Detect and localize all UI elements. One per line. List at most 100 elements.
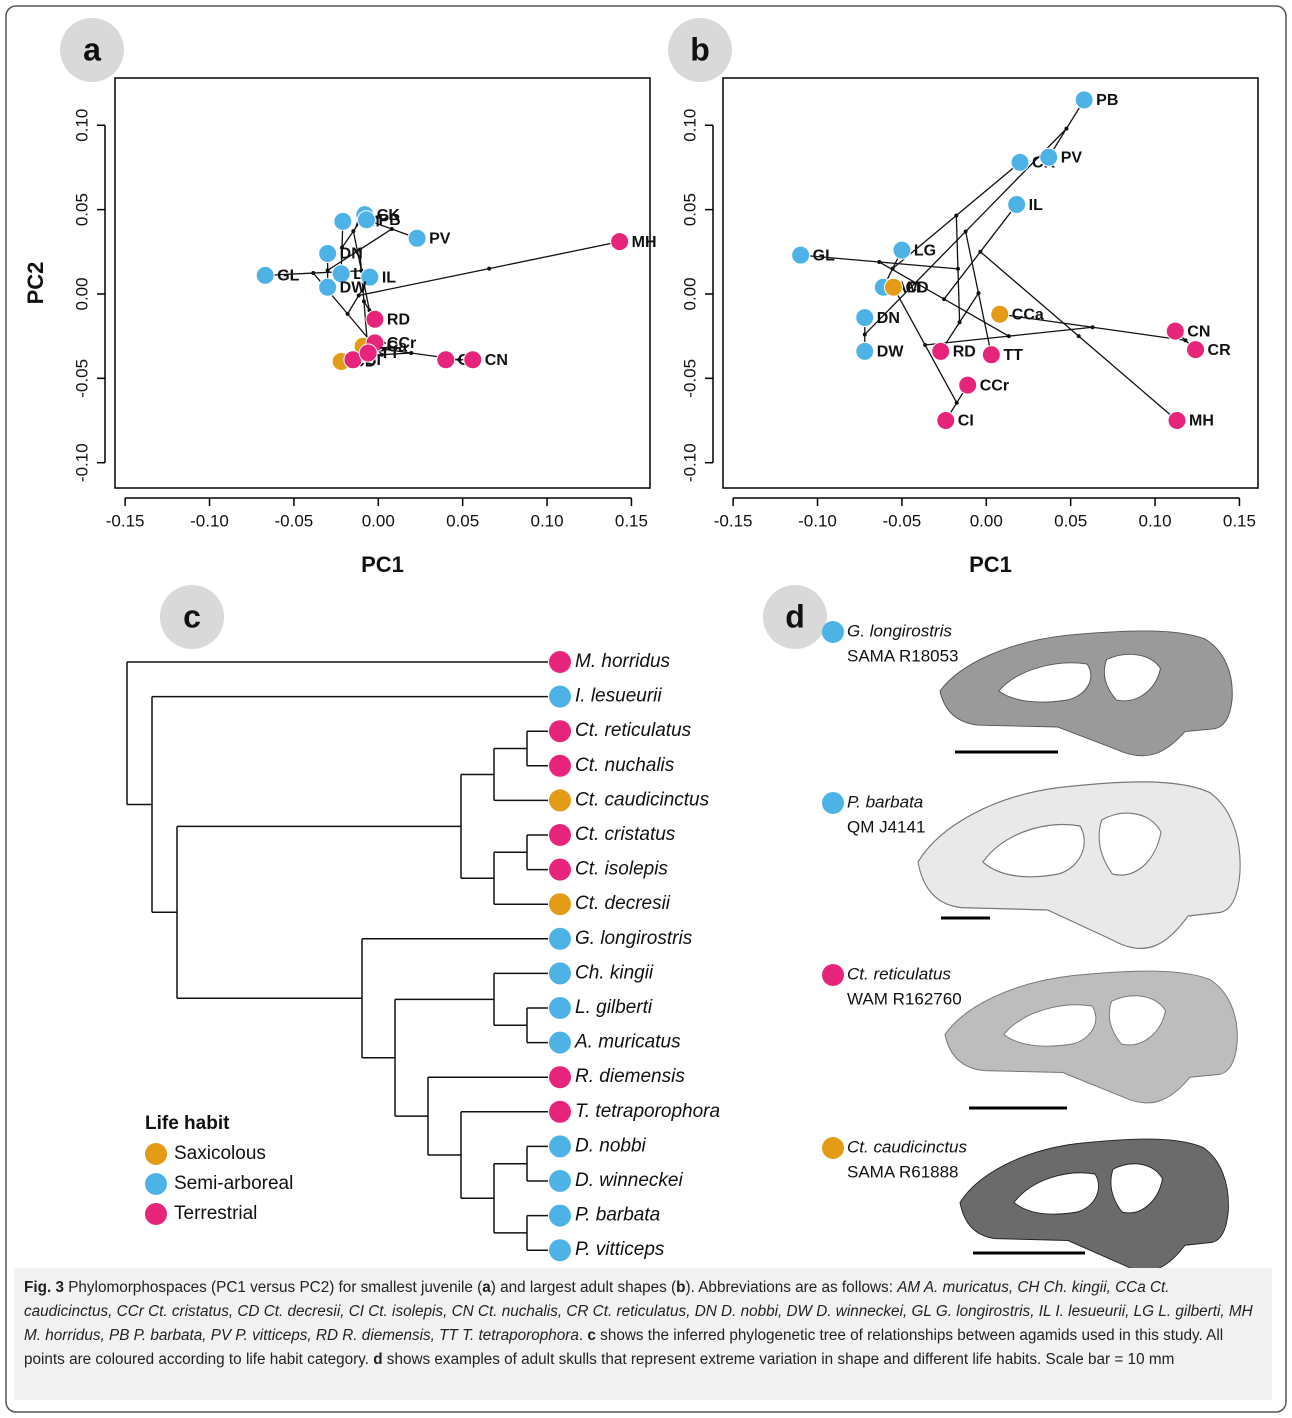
caption: Fig. 3 Phylomorphospaces (PC1 versus PC2… — [14, 1268, 1272, 1400]
tip-marker — [549, 720, 571, 743]
point-label: PV — [1061, 150, 1083, 167]
tip-marker — [549, 927, 571, 950]
point-label: DW — [340, 279, 368, 296]
legend-label: Semi-arboreal — [174, 1173, 293, 1194]
branch — [341, 230, 354, 248]
tip-marker — [549, 858, 571, 881]
ancestral-node — [1076, 334, 1081, 339]
point — [356, 210, 376, 230]
habit-marker — [822, 792, 844, 814]
point — [1007, 195, 1027, 215]
species-label: Ct. caudicinctus — [847, 1137, 967, 1156]
point-label: DN — [877, 310, 900, 327]
point-label: CR — [1208, 342, 1232, 359]
x-tick-label: 0.15 — [1223, 511, 1256, 530]
tip-label: I. lesueurii — [575, 686, 662, 707]
habit-marker — [822, 964, 844, 986]
point-label: PB — [1096, 92, 1118, 109]
point — [1186, 340, 1206, 360]
point-label: DN — [340, 246, 363, 263]
point-label: TT — [1003, 347, 1023, 364]
panel-letter: b — [690, 31, 710, 67]
caption-text: ) and largest adult shapes ( — [490, 1279, 677, 1296]
point-label: IL — [1029, 197, 1043, 214]
figure-border — [5, 5, 1287, 1413]
point — [958, 375, 978, 395]
point-label: CK — [377, 207, 401, 224]
y-tick-label: -0.10 — [680, 443, 699, 482]
ancestral-node — [487, 266, 492, 271]
phylogeny-branches — [800, 99, 1196, 422]
plot-frame — [114, 77, 651, 489]
point-label: GL — [277, 268, 299, 285]
branch — [959, 292, 980, 323]
y-tick-label: -0.05 — [680, 359, 699, 398]
skull-images — [917, 630, 1241, 1272]
legend-swatch — [145, 1173, 167, 1195]
point — [463, 350, 483, 370]
branch — [1078, 335, 1178, 422]
tip-label: M. horridus — [575, 651, 671, 672]
habit-marker — [822, 621, 844, 643]
branch — [979, 204, 1018, 253]
panel-letter: c — [183, 598, 201, 634]
tip-label: Ct. nuchalis — [575, 755, 675, 776]
point — [255, 265, 275, 285]
tip-label: T. tetraporophora — [575, 1101, 720, 1122]
branch — [955, 161, 1021, 217]
branch — [892, 215, 957, 270]
skull-image — [917, 781, 1241, 950]
tip-marker — [549, 893, 571, 916]
point-label: PV — [429, 231, 451, 248]
x-tick-label: 0.00 — [362, 511, 395, 530]
y-tick-label: 0.05 — [680, 193, 699, 226]
point — [791, 245, 811, 265]
point-label: CCr — [387, 335, 416, 352]
point-label: LG — [914, 242, 936, 259]
x-tick-label: 0.10 — [1139, 511, 1172, 530]
specimen-label: SAMA R61888 — [847, 1162, 959, 1181]
point — [333, 211, 353, 231]
x-tick-label: -0.05 — [883, 511, 922, 530]
point-label: MH — [1189, 413, 1214, 430]
point-label: RD — [953, 344, 976, 361]
x-tick-label: 0.10 — [531, 511, 564, 530]
tip-marker — [549, 651, 571, 673]
legend-swatch — [145, 1203, 167, 1225]
y-axis-label: PC2 — [23, 262, 48, 305]
x-tick-label: -0.15 — [106, 511, 145, 530]
tip-marker — [549, 1100, 571, 1123]
legend-label: Terrestrial — [174, 1203, 257, 1224]
x-tick-label: -0.05 — [275, 511, 314, 530]
x-axis-label: PC1 — [361, 552, 404, 577]
point-label: CD — [905, 279, 928, 296]
tip-marker — [549, 1135, 571, 1158]
branch — [943, 298, 1010, 337]
point-label: DW — [877, 344, 905, 361]
caption-text: ). Abbreviations are as follows: — [685, 1279, 898, 1296]
legend-swatch — [145, 1143, 167, 1165]
tip-label: R. diemensis — [575, 1066, 685, 1087]
point — [358, 343, 378, 363]
tip-marker — [549, 1066, 571, 1089]
caption-text: c — [587, 1327, 596, 1344]
panel-badge — [668, 18, 732, 82]
panel-badge — [763, 585, 827, 649]
point-label: TT — [380, 345, 400, 362]
tip-label: Ct. reticulatus — [575, 720, 692, 741]
y-tick-label: 0.10 — [72, 109, 91, 142]
tip-label: Ct. decresii — [575, 893, 671, 914]
skull-image — [944, 970, 1238, 1104]
branch — [943, 251, 981, 300]
tip-marker — [549, 1031, 571, 1054]
point-label: CCa — [1012, 306, 1044, 323]
y-tick-label: 0.05 — [72, 193, 91, 226]
branch — [957, 268, 961, 323]
point-label: IL — [382, 269, 396, 286]
point — [1165, 321, 1185, 341]
panel-letter: d — [785, 598, 805, 634]
specimen-label: QM J4141 — [847, 817, 925, 836]
plot-frame — [722, 77, 1259, 489]
tip-marker — [549, 962, 571, 985]
